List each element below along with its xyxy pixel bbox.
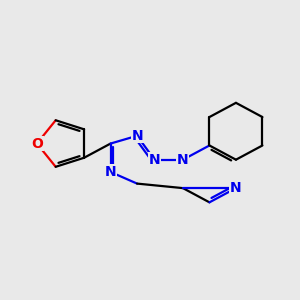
Text: O: O	[31, 136, 43, 151]
Text: N: N	[131, 129, 143, 143]
Text: N: N	[177, 153, 189, 167]
Text: N: N	[230, 181, 242, 195]
Text: N: N	[149, 153, 160, 167]
Text: N: N	[105, 165, 116, 179]
